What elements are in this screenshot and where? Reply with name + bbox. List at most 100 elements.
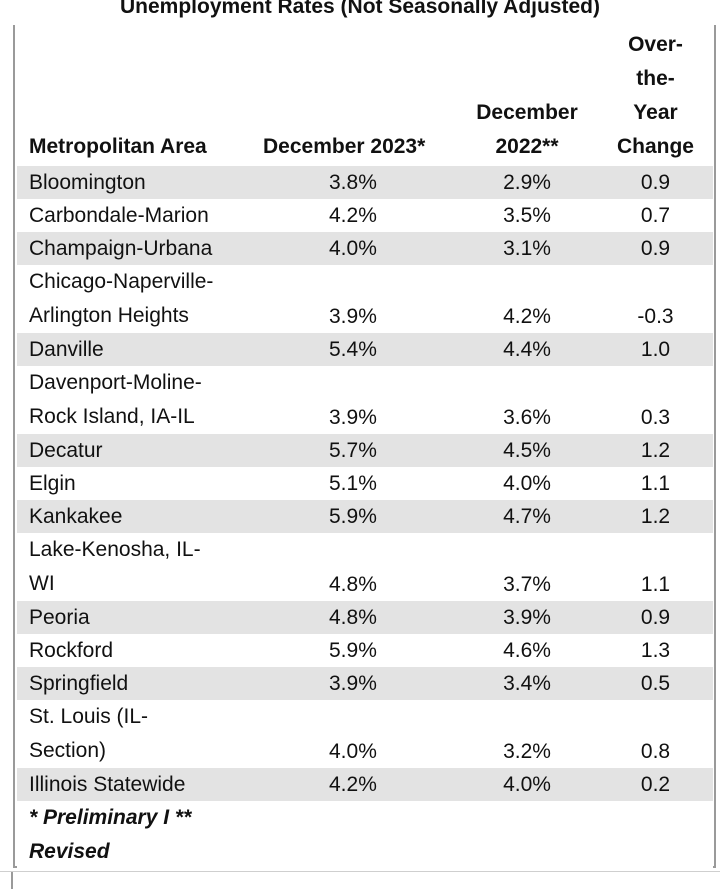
metropolitan-area-cell: Decatur	[17, 434, 253, 467]
metropolitan-area-line: Rock Island, IA-IL	[29, 405, 195, 428]
metropolitan-area-line: Bloomington	[29, 171, 146, 194]
bottom-divider	[0, 871, 720, 872]
december-2022-cell: 3.4%	[456, 667, 598, 700]
footnote-revised: Revised	[17, 835, 713, 869]
header-change-line: Change	[616, 135, 694, 158]
december-2022-cell: 4.0%	[503, 472, 551, 495]
metropolitan-area-cell: Kankakee	[17, 500, 253, 533]
header-december-2022: December 2022**	[456, 28, 598, 166]
table-row: Bloomington 3.8% 2.9% 0.9	[17, 166, 713, 199]
december-2023-cell: 4.8%	[329, 573, 377, 596]
table-title: Unemployment Rates (Not Seasonally Adjus…	[120, 0, 600, 18]
metropolitan-area-cell: Lake-Kenosha, IL- WI	[17, 533, 253, 601]
metropolitan-area-line: Carbondale-Marion	[29, 204, 209, 227]
header-december-2022-line: 2022**	[495, 135, 559, 158]
metropolitan-area-line: Peoria	[29, 606, 90, 629]
over-the-year-change-cell: 1.0	[598, 333, 713, 366]
metropolitan-area-line: Chicago-Naperville-	[29, 270, 214, 293]
metropolitan-area-cell: Springfield	[17, 667, 253, 700]
december-2022-cell: 4.5%	[456, 434, 598, 467]
footnote-row: * Preliminary I **	[17, 801, 713, 835]
footnote-row: Revised	[17, 835, 713, 869]
december-2022-cell: 3.2%	[503, 740, 551, 763]
unemployment-table: Metropolitan Area December 2023* Decembe…	[17, 28, 713, 869]
table-row: Illinois Statewide 4.2% 4.0% 0.2	[17, 768, 713, 801]
over-the-year-change-cell: 1.2	[598, 434, 713, 467]
header-december-2022-line: December	[476, 101, 578, 124]
december-2023-cell: 4.0%	[329, 740, 377, 763]
december-2022-cell: 3.6%	[503, 406, 551, 429]
over-the-year-change-cell: 0.7	[640, 204, 671, 227]
table-row: Chicago-Naperville- Arlington Heights 3.9%…	[17, 265, 713, 333]
table-row: Lake-Kenosha, IL- WI 4.8% 3.7% 1.1	[17, 533, 713, 601]
table-row: Champaign-Urbana 4.0% 3.1% 0.9	[17, 232, 713, 265]
over-the-year-change-cell: 0.2	[598, 768, 713, 801]
metropolitan-area-cell: Illinois Statewide	[17, 768, 253, 801]
table-row: Kankakee 5.9% 4.7% 1.2	[17, 500, 713, 533]
over-the-year-change-cell: 0.9	[598, 232, 713, 265]
metropolitan-area-line: Danville	[29, 338, 104, 361]
metropolitan-area-cell: St. Louis (IL- Section)	[17, 700, 253, 768]
header-change-line: Year	[633, 101, 678, 124]
december-2022-cell: 3.9%	[456, 601, 598, 634]
december-2023-cell: 4.0%	[253, 232, 456, 265]
over-the-year-change-cell: 1.1	[640, 573, 671, 596]
table-row: Danville 5.4% 4.4% 1.0	[17, 333, 713, 366]
metropolitan-area-cell: Chicago-Naperville- Arlington Heights	[17, 265, 253, 333]
december-2022-cell: 4.4%	[456, 333, 598, 366]
metropolitan-area-cell: Elgin	[17, 467, 253, 500]
december-2023-cell: 3.8%	[253, 166, 456, 199]
header-change-line: Over-	[628, 33, 683, 56]
december-2023-cell: 3.9%	[253, 667, 456, 700]
metropolitan-area-cell: Carbondale-Marion	[17, 199, 253, 232]
over-the-year-change-cell: -0.3	[637, 305, 674, 328]
metropolitan-area-cell: Danville	[17, 333, 253, 366]
december-2022-cell: 4.6%	[503, 639, 551, 662]
december-2023-cell: 4.2%	[253, 768, 456, 801]
table-row: Rockford 5.9% 4.6% 1.3	[17, 634, 713, 667]
table-row: St. Louis (IL- Section) 4.0% 3.2% 0.8	[17, 700, 713, 768]
over-the-year-change-cell: 0.8	[640, 740, 671, 763]
over-the-year-change-cell: 0.9	[598, 166, 713, 199]
metropolitan-area-line: Springfield	[29, 672, 129, 695]
table-row: Elgin 5.1% 4.0% 1.1	[17, 467, 713, 500]
metropolitan-area-cell: Rockford	[17, 634, 253, 667]
header-change-line: the-	[636, 67, 675, 90]
metropolitan-area-line: Champaign-Urbana	[29, 237, 213, 260]
metropolitan-area-line: WI	[29, 572, 55, 595]
metropolitan-area-line: Arlington Heights	[29, 304, 189, 327]
december-2023-cell: 5.7%	[253, 434, 456, 467]
metropolitan-area-cell: Davenport-Moline- Rock Island, IA-IL	[17, 366, 253, 434]
over-the-year-change-cell: 0.3	[640, 406, 671, 429]
table-row: Peoria 4.8% 3.9% 0.9	[17, 601, 713, 634]
header-december-2023: December 2023*	[263, 135, 426, 158]
table-row: Springfield 3.9% 3.4% 0.5	[17, 667, 713, 700]
december-2022-cell: 3.1%	[456, 232, 598, 265]
december-2023-cell: 5.9%	[253, 500, 456, 533]
december-2023-cell: 3.9%	[329, 305, 377, 328]
metropolitan-area-line: Kankakee	[29, 505, 123, 528]
over-the-year-change-cell: 0.9	[598, 601, 713, 634]
december-2022-cell: 2.9%	[456, 166, 598, 199]
table-row: Decatur 5.7% 4.5% 1.2	[17, 434, 713, 467]
over-the-year-change-cell: 0.5	[598, 667, 713, 700]
december-2023-cell: 4.2%	[329, 204, 377, 227]
header-metropolitan-area: Metropolitan Area	[29, 135, 207, 158]
metropolitan-area-line: Davenport-Moline-	[29, 371, 202, 394]
december-2023-cell: 5.4%	[253, 333, 456, 366]
metropolitan-area-cell: Peoria	[17, 601, 253, 634]
table-row: Carbondale-Marion 4.2% 3.5% 0.7	[17, 199, 713, 232]
december-2023-cell: 3.9%	[329, 406, 377, 429]
over-the-year-change-cell: 1.3	[640, 639, 671, 662]
metropolitan-area-line: Decatur	[29, 439, 103, 462]
bottom-border-fragment	[11, 872, 13, 889]
metropolitan-area-line: Elgin	[29, 472, 76, 495]
metropolitan-area-line: Lake-Kenosha, IL-	[29, 538, 201, 561]
december-2022-cell: 4.2%	[503, 305, 551, 328]
december-2023-cell: 5.1%	[329, 472, 377, 495]
over-the-year-change-cell: 1.1	[640, 472, 671, 495]
metropolitan-area-line: Illinois Statewide	[29, 773, 186, 796]
header-over-the-year-change: Over- the- Year Change	[598, 28, 713, 166]
header-row: Metropolitan Area December 2023* Decembe…	[17, 28, 713, 166]
footnote-preliminary: * Preliminary I **	[17, 801, 713, 835]
